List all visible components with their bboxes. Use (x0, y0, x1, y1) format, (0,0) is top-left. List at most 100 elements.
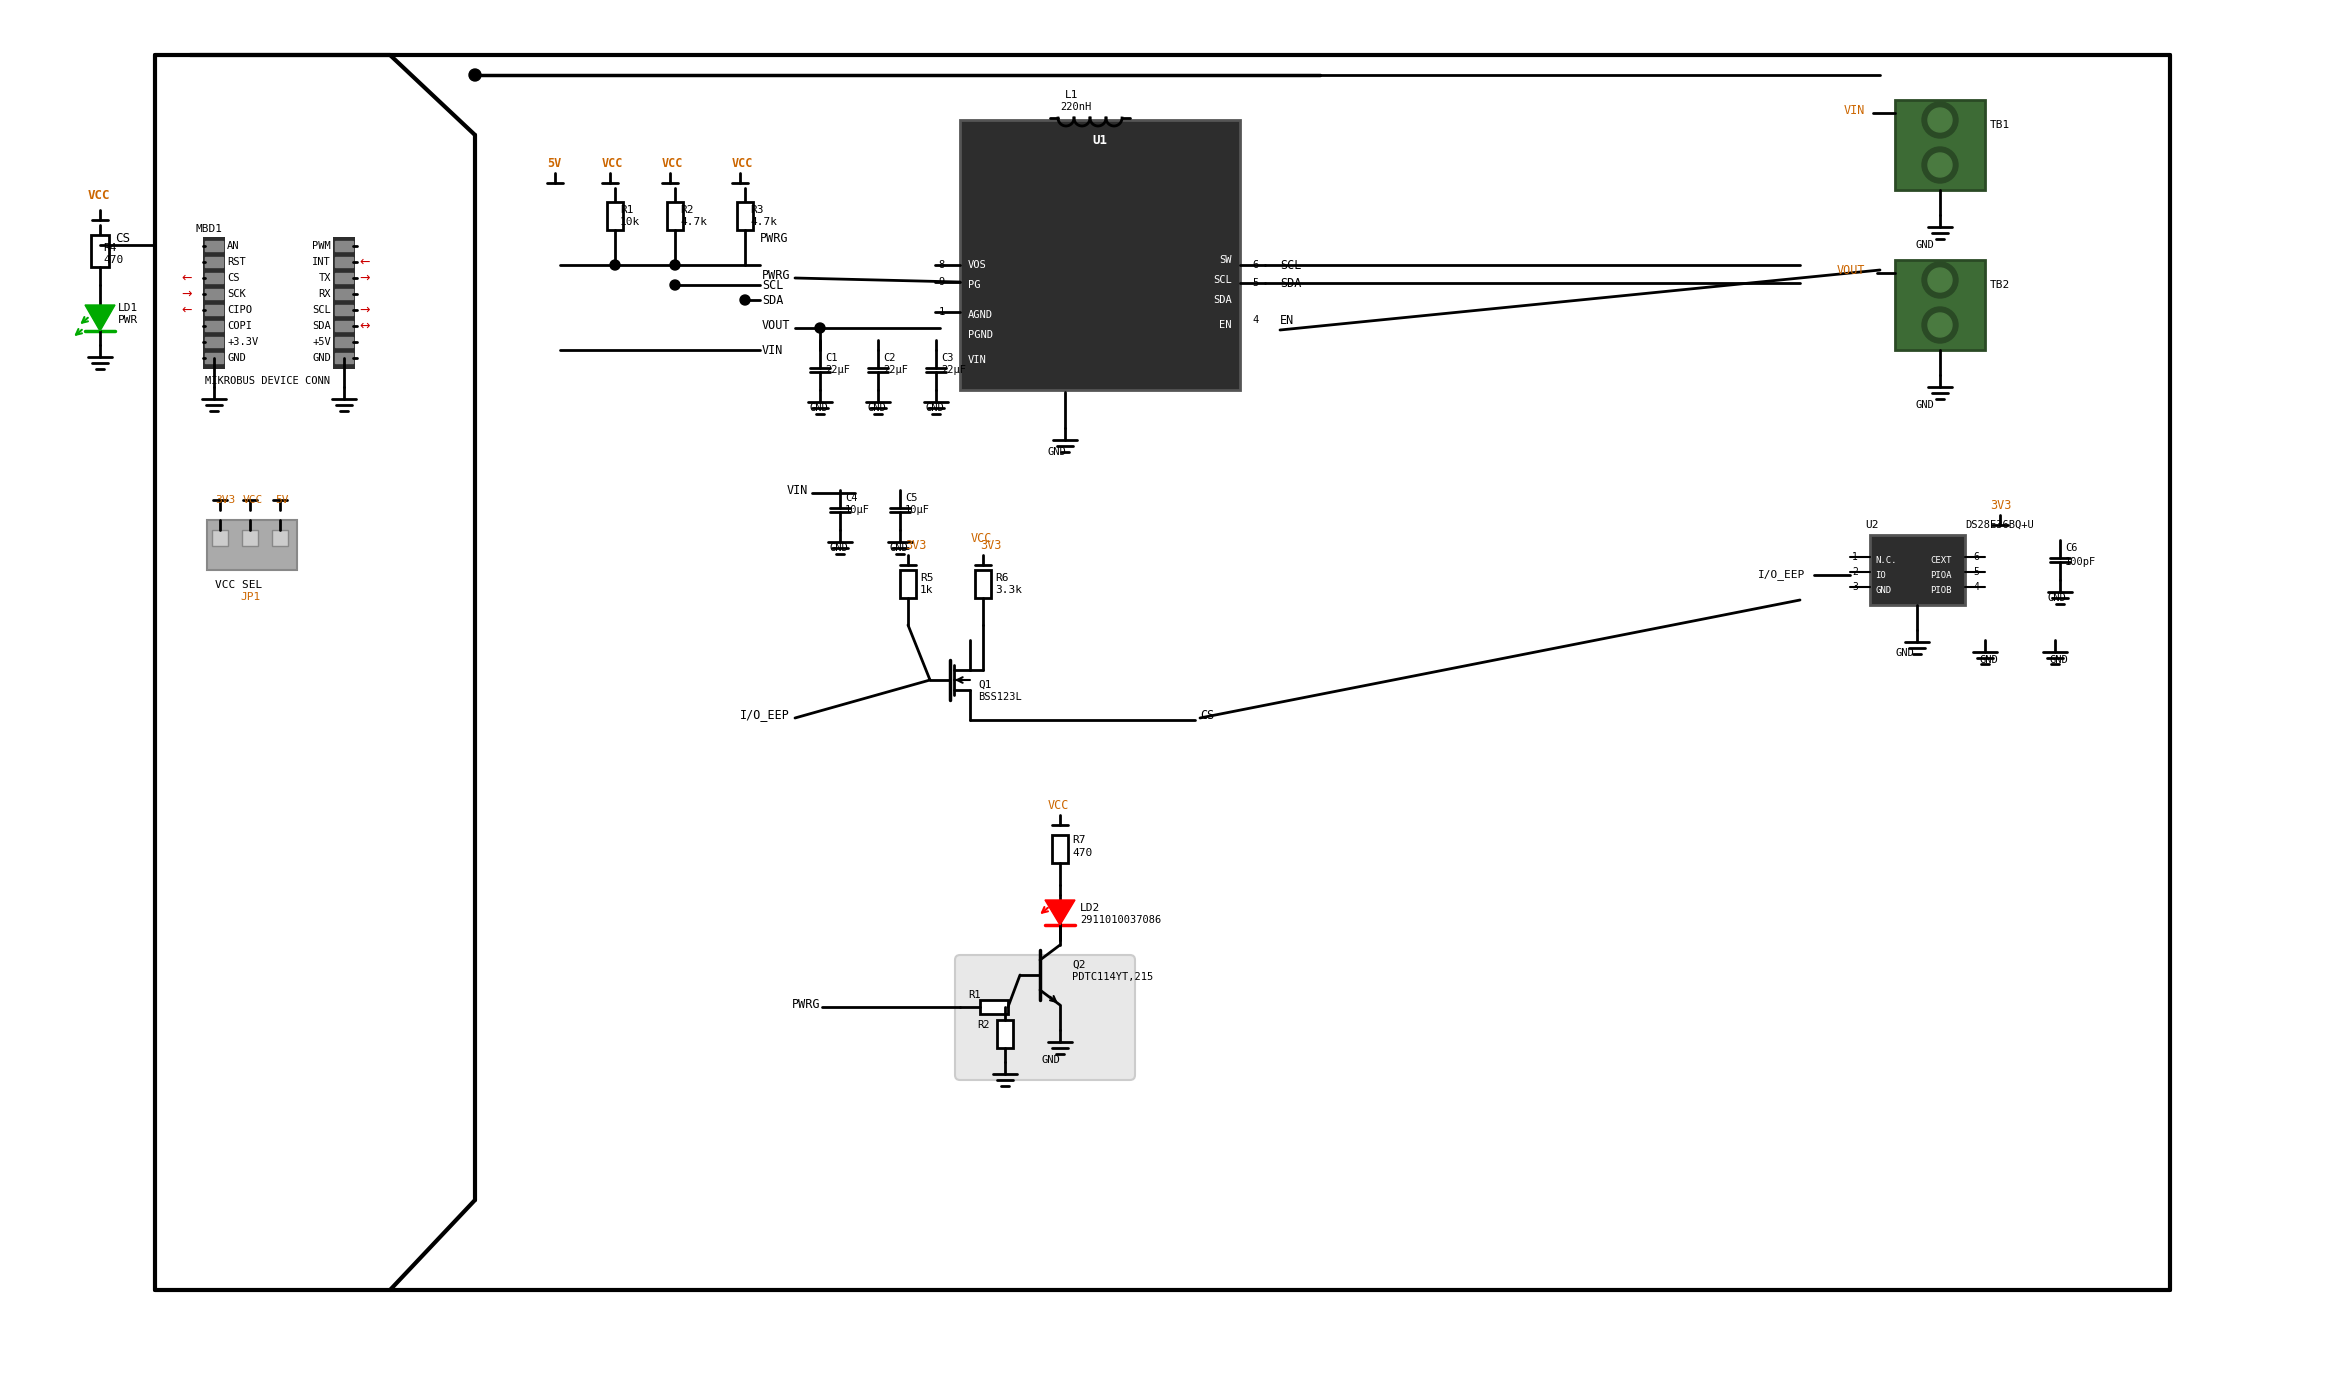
Text: SCL: SCL (1213, 275, 1232, 285)
Bar (211, 529, 228, 546)
Text: INT: INT (312, 257, 331, 267)
Circle shape (1928, 314, 1952, 337)
Text: 6: 6 (1973, 551, 1980, 562)
Text: AGND: AGND (969, 309, 992, 320)
Bar (204, 320, 223, 331)
Text: 10k: 10k (619, 217, 640, 227)
Text: SDA: SDA (1213, 296, 1232, 305)
Text: I/O_EEP: I/O_EEP (739, 708, 791, 722)
Text: MBD1: MBD1 (195, 224, 223, 234)
Text: VCC: VCC (603, 157, 624, 169)
Bar (608, 202, 624, 230)
Circle shape (1928, 109, 1952, 132)
Text: U1: U1 (1093, 133, 1107, 147)
Circle shape (1921, 147, 1959, 183)
Circle shape (814, 323, 826, 333)
Bar (976, 571, 990, 598)
Text: GND: GND (868, 403, 887, 412)
Text: 10µF: 10µF (845, 505, 870, 516)
Bar (204, 353, 223, 363)
Text: C5: C5 (906, 494, 917, 503)
Circle shape (1921, 102, 1959, 138)
Text: DS28E36BQ+U: DS28E36BQ+U (1966, 520, 2034, 529)
Text: PWRG: PWRG (791, 998, 821, 1012)
Text: 3: 3 (1851, 582, 1858, 593)
Bar (1051, 835, 1067, 864)
Text: SDA: SDA (312, 320, 331, 331)
Text: VCC: VCC (971, 532, 992, 544)
Bar (333, 236, 354, 368)
Text: C6: C6 (2064, 543, 2079, 553)
Text: I/O_EEP: I/O_EEP (1757, 569, 1804, 580)
Bar (997, 1020, 1013, 1048)
Text: 2: 2 (1851, 566, 1858, 578)
Text: GND: GND (2050, 654, 2069, 666)
Text: GND: GND (1914, 241, 1933, 250)
Text: C1: C1 (826, 353, 838, 363)
Text: IO: IO (1874, 571, 1886, 579)
Text: RX: RX (319, 289, 331, 298)
Text: Q1: Q1 (978, 681, 992, 690)
Text: PIOA: PIOA (1931, 571, 1952, 579)
FancyBboxPatch shape (955, 956, 1135, 1079)
Text: +5V: +5V (312, 337, 331, 346)
Text: →: → (181, 287, 192, 301)
Text: C4: C4 (845, 494, 859, 503)
Text: GND: GND (809, 403, 828, 412)
Text: PGND: PGND (969, 330, 992, 340)
Text: RST: RST (228, 257, 246, 267)
Bar (1870, 535, 1966, 605)
Text: 220nH: 220nH (1060, 102, 1091, 111)
Bar (204, 289, 223, 298)
Bar (204, 241, 223, 252)
Bar (204, 236, 225, 368)
Text: ←: ← (359, 256, 371, 268)
Text: CS: CS (115, 231, 129, 245)
Circle shape (671, 280, 680, 290)
Text: JP1: JP1 (239, 593, 260, 602)
Text: VIN: VIN (1844, 103, 1865, 117)
Text: 5V: 5V (274, 495, 289, 505)
Bar (666, 202, 683, 230)
Text: MIKROBUS DEVICE CONN: MIKROBUS DEVICE CONN (204, 375, 331, 386)
Text: VOUT: VOUT (1837, 264, 1865, 276)
Text: SCK: SCK (228, 289, 246, 298)
Text: C2: C2 (882, 353, 896, 363)
Circle shape (671, 260, 680, 270)
Text: ←: ← (181, 304, 192, 316)
Text: 22µF: 22µF (882, 364, 908, 375)
Text: 1: 1 (938, 307, 945, 318)
Text: 1: 1 (1851, 551, 1858, 562)
Circle shape (1928, 153, 1952, 177)
Text: ↔: ↔ (359, 319, 371, 333)
Text: VCC: VCC (662, 157, 683, 169)
Circle shape (1921, 307, 1959, 342)
Bar (242, 529, 258, 546)
Text: C3: C3 (941, 353, 952, 363)
Text: CS: CS (228, 274, 239, 283)
Text: PDTC114YT,215: PDTC114YT,215 (1072, 972, 1154, 982)
Text: GND: GND (1042, 1055, 1060, 1066)
Bar (335, 305, 352, 315)
Text: R4: R4 (103, 243, 117, 253)
Text: TX: TX (319, 274, 331, 283)
Text: +3.3V: +3.3V (228, 337, 258, 346)
Text: 5: 5 (1973, 566, 1980, 578)
Text: 3V3: 3V3 (1989, 499, 2011, 512)
Bar (272, 529, 289, 546)
Bar (335, 337, 352, 346)
Text: SDA: SDA (1281, 276, 1302, 290)
Circle shape (1928, 268, 1952, 292)
Bar (737, 202, 753, 230)
Text: SDA: SDA (762, 293, 784, 307)
Text: 5: 5 (1253, 278, 1257, 287)
Text: R6: R6 (995, 573, 1009, 583)
Text: LD1: LD1 (117, 302, 138, 314)
Text: 10µF: 10µF (906, 505, 929, 516)
Text: 3.3k: 3.3k (995, 584, 1023, 595)
Text: LD2: LD2 (1079, 903, 1100, 913)
Text: R5: R5 (920, 573, 934, 583)
Bar (981, 1000, 1009, 1013)
Text: 4.7k: 4.7k (751, 217, 777, 227)
Text: SCL: SCL (312, 305, 331, 315)
